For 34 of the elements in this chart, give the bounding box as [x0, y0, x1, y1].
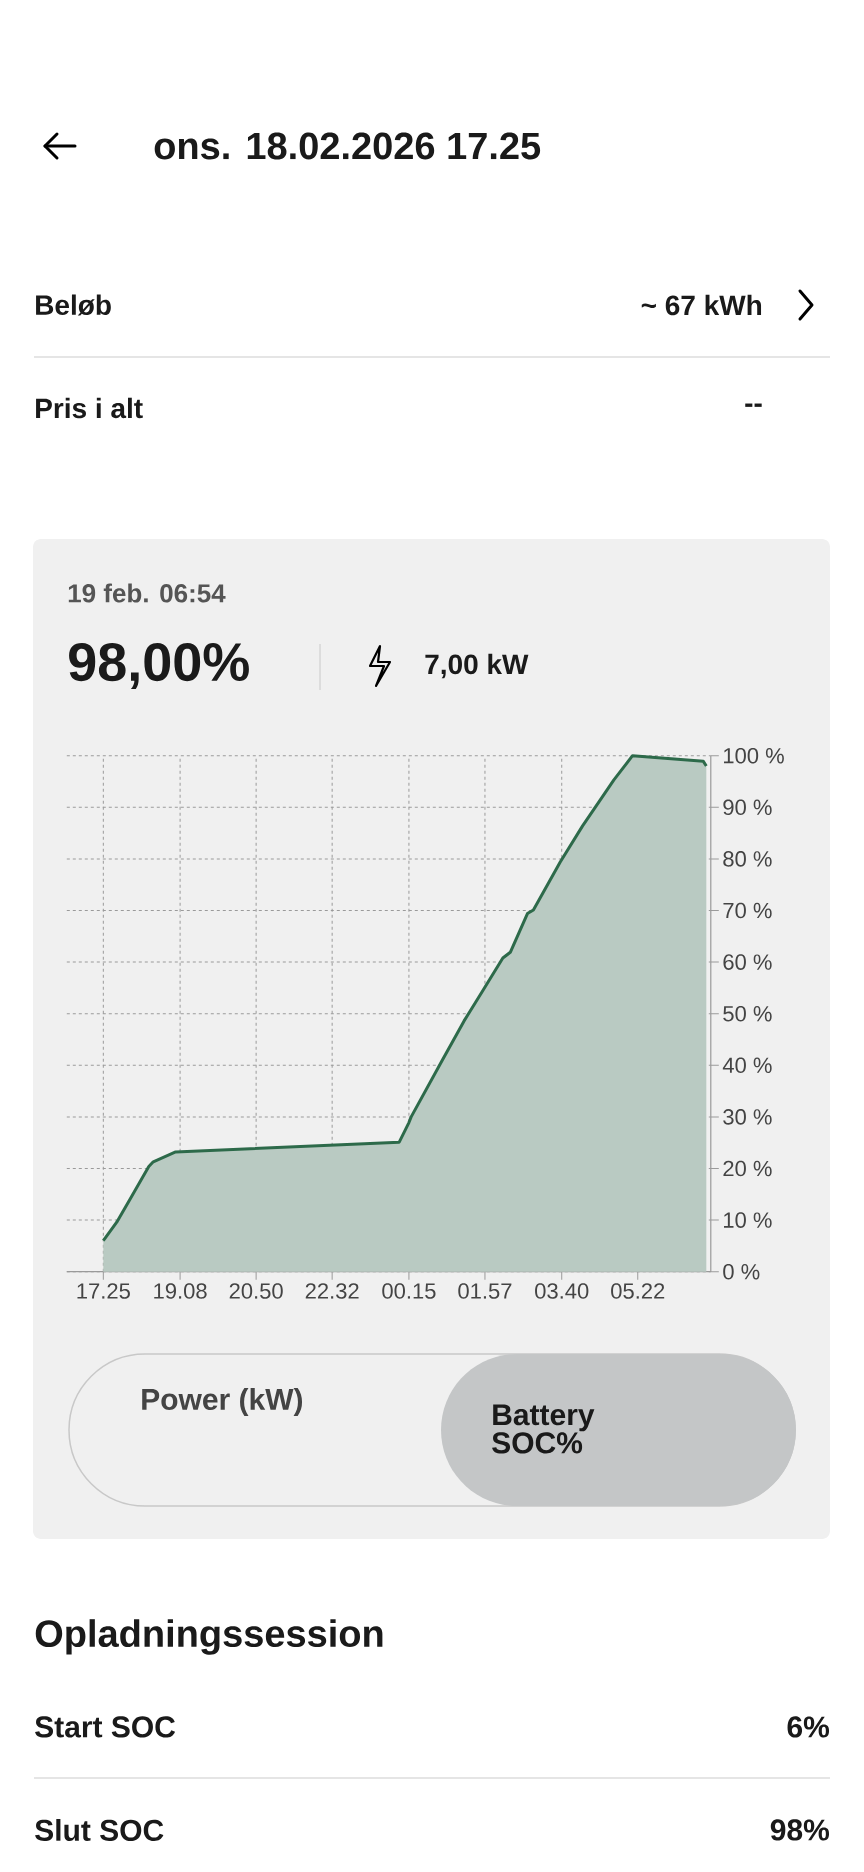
text: Power (kW): [142, 1388, 303, 1416]
text: ~ 67 kWh: [641, 294, 762, 316]
text: 19 feb. 06:54: [68, 583, 226, 603]
y-tick-label: 80 %: [723, 851, 772, 867]
text: Pris i alt: [36, 397, 143, 419]
text: Battery SOC%: [492, 1404, 595, 1454]
y-tick-label: 50 %: [723, 1005, 772, 1022]
x-tick-label: 05.22: [611, 1283, 665, 1299]
y-tick-label: 60 %: [723, 954, 772, 970]
x-tick-label: 22.32: [305, 1283, 359, 1299]
text: 6%: [787, 1716, 830, 1738]
x-tick-label: 20.50: [229, 1283, 283, 1299]
y-tick-label: 70 %: [723, 902, 772, 919]
chart-title: ons. 18.02.2026 17.25: [154, 132, 541, 160]
y-tick-label: 40 %: [722, 1057, 772, 1074]
text: 7,00 kW: [425, 653, 529, 679]
y-tick-label: 0 %: [723, 1263, 760, 1280]
y-tick-label: 20 %: [723, 1160, 772, 1177]
text: 98%: [770, 1819, 830, 1841]
y-tick-label: 100 %: [724, 747, 784, 764]
y-tick-label: 90 %: [723, 799, 772, 816]
y-tick-label: 10 %: [724, 1212, 772, 1228]
text: Beløb: [36, 294, 111, 316]
x-tick-label: 00.15: [382, 1283, 436, 1299]
text: Opladningssession: [35, 1619, 383, 1655]
text: Slut SOC: [35, 1818, 164, 1842]
text: Start SOC: [35, 1716, 176, 1738]
x-tick-label: 17.25: [77, 1283, 130, 1299]
x-tick-label: 19.08: [154, 1283, 207, 1299]
text: 98,00%: [69, 642, 249, 690]
y-tick-label: 30 %: [723, 1109, 772, 1125]
x-tick-label: 01.57: [458, 1283, 512, 1299]
x-tick-label: 03.40: [535, 1283, 589, 1299]
text: --: [745, 403, 762, 407]
